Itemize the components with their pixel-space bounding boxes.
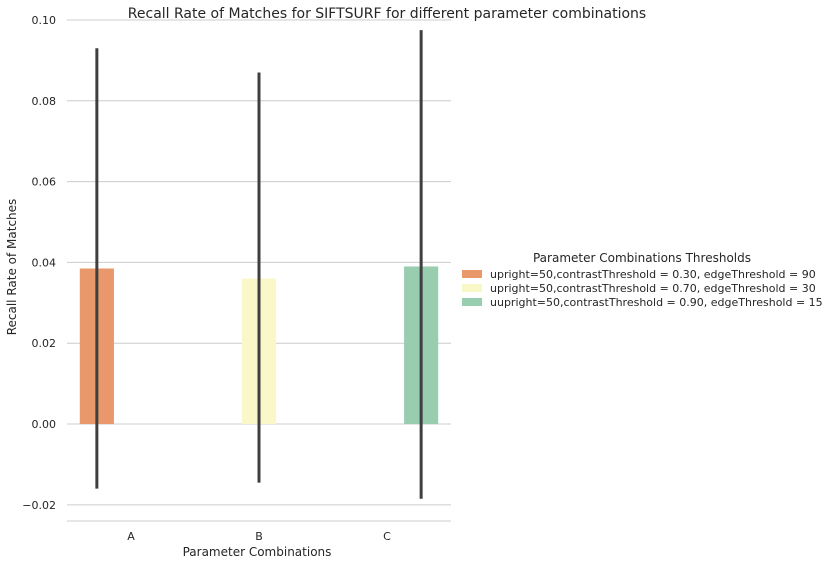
legend-swatch [462,284,482,292]
chart-title: Recall Rate of Matches for SIFTSURF for … [128,6,646,22]
y-tick-label: 0.10 [32,14,57,27]
y-tick-label: 0.08 [32,95,57,108]
x-tick-labels: A B C [127,530,391,543]
y-tick-label: 0.06 [32,176,57,189]
x-axis-label: Parameter Combinations [183,545,332,559]
legend-swatch [462,298,482,306]
legend-swatch [462,270,482,278]
legend-label: upright=50,contrastThreshold = 0.30, edg… [490,268,816,281]
x-tick-label: B [255,530,263,543]
legend-label: upright=50,contrastThreshold = 0.70, edg… [490,282,816,295]
y-tick-labels: −0.02 0.00 0.02 0.04 0.06 0.08 0.10 [22,14,56,512]
error-bars [95,30,423,499]
legend: Parameter Combinations Thresholds uprigh… [462,251,823,309]
y-tick-label: 0.00 [32,418,57,431]
y-axis-label: Recall Rate of Matches [5,199,19,336]
legend-label: uupright=50,contrastThreshold = 0.90, ed… [490,296,823,309]
x-tick-label: A [127,530,135,543]
x-tick-label: C [383,530,391,543]
legend-items: upright=50,contrastThreshold = 0.30, edg… [462,268,823,309]
y-tick-label: 0.04 [32,256,57,269]
legend-title: Parameter Combinations Thresholds [533,251,751,265]
y-tick-label: 0.02 [32,337,57,350]
y-tick-label: −0.02 [22,499,56,512]
